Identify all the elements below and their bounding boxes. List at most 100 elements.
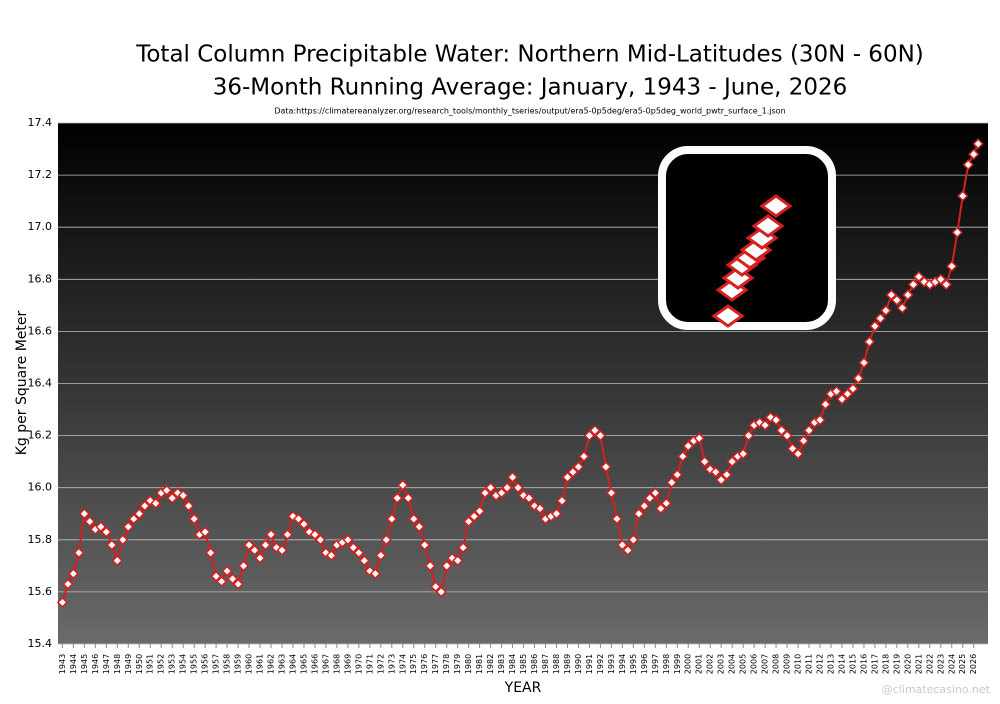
marker (391, 492, 403, 504)
marker (216, 575, 228, 588)
x-tick-label: 1981 (475, 654, 484, 674)
marker (457, 542, 469, 554)
marker (885, 289, 897, 301)
marker (325, 549, 337, 561)
marker (281, 529, 294, 541)
marker (655, 502, 667, 515)
marker (402, 492, 414, 504)
marker (232, 578, 244, 590)
zoom-inset (658, 146, 836, 330)
y-tick-label: 15.6 (28, 585, 53, 598)
y-tick-label: 16.0 (28, 481, 53, 494)
y-tick-label: 15.8 (28, 533, 53, 546)
marker (56, 596, 68, 608)
y-tick-label: 16.2 (28, 429, 53, 442)
x-tick-label: 2021 (914, 654, 923, 674)
marker (375, 549, 387, 561)
marker (616, 539, 628, 551)
watermark: @climatecasino.net (882, 683, 991, 696)
marker (528, 500, 541, 512)
y-tick-label: 16.8 (28, 272, 53, 285)
marker (896, 302, 908, 314)
marker (649, 487, 661, 499)
x-tick-label: 1992 (596, 654, 605, 674)
y-tick-label: 17.4 (28, 116, 53, 129)
x-tick-label: 1976 (420, 654, 429, 674)
marker (556, 495, 568, 507)
marker (660, 497, 672, 509)
marker (622, 544, 634, 556)
x-tick-label: 2023 (936, 654, 945, 674)
marker (512, 482, 524, 494)
marker (940, 278, 952, 291)
marker (666, 476, 678, 489)
marker (852, 372, 864, 384)
marker (715, 474, 727, 486)
x-tick-label: 2012 (816, 654, 825, 674)
y-tick-label: 17.2 (28, 168, 53, 181)
x-tick-label: 1972 (376, 654, 385, 674)
marker (776, 424, 788, 436)
x-tick-label: 1948 (113, 654, 122, 674)
marker (413, 521, 425, 533)
x-tick-label: 1965 (299, 654, 308, 674)
marks: 15.4 15.6 15.8 16.0 16.2 16.4 16.6 16.8 17.0 17.2… (28, 116, 988, 674)
x-tick-label: 2016 (859, 654, 868, 674)
marker (265, 529, 277, 541)
marker (106, 539, 118, 551)
x-tick-label: 2026 (969, 654, 978, 674)
marker (243, 539, 255, 551)
marker (111, 555, 123, 567)
marker (677, 450, 689, 463)
marker (150, 497, 162, 509)
marker (474, 505, 486, 517)
x-tick-label: 1993 (607, 654, 616, 674)
marker (880, 304, 892, 317)
x-tick-label: 1971 (365, 654, 374, 674)
x-tick-label: 1945 (80, 654, 89, 674)
x-tick-label: 1977 (431, 654, 440, 674)
marker (638, 500, 650, 512)
marker (726, 456, 738, 468)
marker (507, 471, 519, 483)
marker (342, 534, 354, 546)
marker (830, 385, 843, 397)
y-tick-label: 16.4 (28, 377, 53, 390)
x-tick-label: 2019 (892, 654, 901, 674)
marker (836, 393, 848, 405)
marker (814, 414, 826, 426)
x-tick-label: 1946 (91, 654, 100, 674)
x-tick-label: 2002 (706, 654, 715, 674)
marker (704, 463, 716, 476)
marker (737, 448, 749, 460)
marker (166, 492, 178, 504)
x-tick-label: 2014 (837, 654, 846, 674)
marker (314, 534, 326, 546)
x-tick-label: 1991 (585, 654, 594, 674)
x-tick-label: 1980 (464, 654, 473, 674)
marker (353, 547, 365, 559)
x-tick-label: 2024 (947, 654, 956, 674)
marker (496, 487, 508, 499)
marker (550, 508, 563, 520)
x-tick-label: 2017 (870, 654, 879, 674)
marker (869, 320, 881, 332)
marker (786, 443, 799, 455)
x-tick-label: 1983 (497, 654, 506, 674)
y-tick-label: 16.6 (28, 324, 53, 337)
marker (358, 555, 370, 567)
marker (177, 489, 189, 502)
x-tick-label: 2011 (805, 654, 814, 674)
marker (534, 502, 546, 515)
x-tick-label: 2020 (903, 654, 912, 674)
marker (485, 482, 497, 494)
marker (380, 534, 392, 546)
x-tick-label: 1943 (58, 654, 67, 674)
x-tick-label: 1979 (453, 654, 462, 674)
marker (962, 159, 974, 171)
marker (682, 440, 694, 452)
marker (210, 570, 222, 582)
marker (67, 568, 79, 580)
marker (600, 461, 612, 473)
